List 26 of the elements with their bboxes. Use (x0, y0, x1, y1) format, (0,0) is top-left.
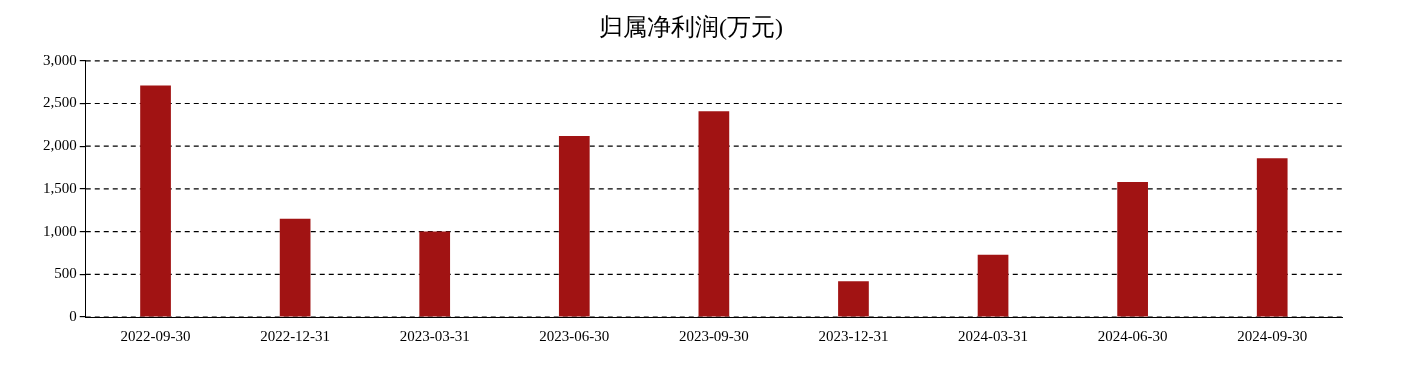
y-tick-label: 500 (54, 265, 77, 282)
bar (1256, 158, 1288, 317)
x-tick-label: 2024-06-30 (1097, 327, 1168, 344)
x-tick-label: 2023-03-31 (399, 327, 470, 344)
bar (279, 218, 311, 317)
x-tick-label: 2022-12-31 (260, 327, 331, 344)
x-tick-label: 2023-12-31 (818, 327, 889, 344)
bar (698, 111, 730, 317)
x-tick-label: 2024-03-31 (958, 327, 1029, 344)
y-tick-label: 2,000 (43, 137, 77, 154)
x-tick-label: 2022-09-30 (120, 327, 191, 344)
y-tick-label: 1,000 (43, 222, 77, 239)
y-tick-label: 1,500 (43, 179, 77, 196)
bar (558, 135, 590, 317)
bar (977, 254, 1009, 317)
chart-title: 归属净利润(万元) (599, 13, 783, 40)
x-tick-label: 2023-09-30 (678, 327, 749, 344)
bar (1117, 182, 1148, 317)
x-tick-label: 2024-09-30 (1237, 327, 1308, 344)
bar (419, 231, 451, 317)
bar (140, 85, 171, 317)
bar (838, 281, 869, 317)
x-tick-label: 2023-06-30 (539, 327, 610, 344)
y-tick-label: 2,500 (43, 94, 77, 111)
y-tick-label: 3,000 (43, 51, 77, 68)
y-tick-label: 0 (69, 307, 77, 324)
